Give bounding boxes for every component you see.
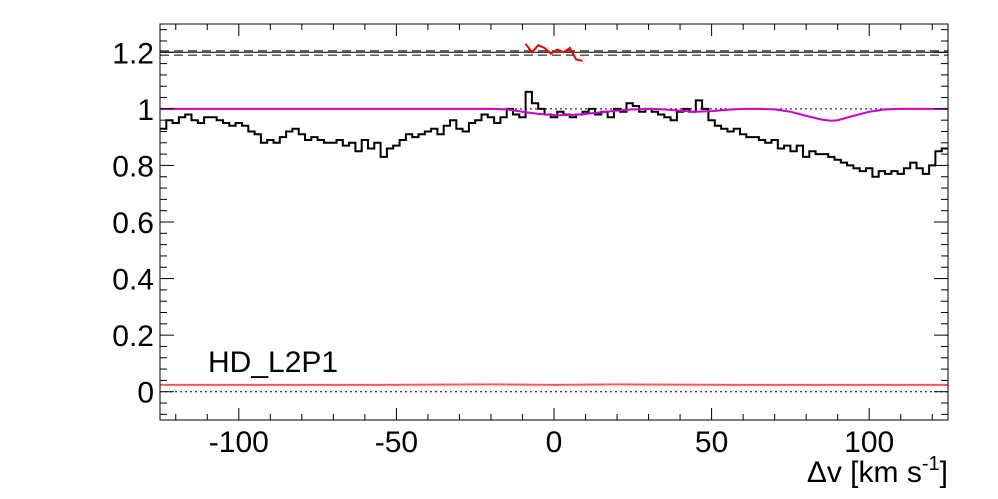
y-tick-label: 1 <box>137 94 154 127</box>
series-line-1 <box>160 107 948 122</box>
x-axis-label-main: Δv [km s <box>807 456 922 489</box>
x-tick-label: 50 <box>695 426 728 459</box>
y-tick-label: 0.2 <box>112 320 154 353</box>
x-axis-label-sup: -1 <box>922 453 940 475</box>
x-tick-label: 100 <box>844 426 894 459</box>
panel-label: HD_L2P1 <box>208 346 338 379</box>
series-line-3 <box>160 383 948 386</box>
x-axis-label-close: ] <box>940 456 948 489</box>
axis-ticks <box>160 24 948 420</box>
series-group <box>160 43 948 386</box>
axis-tick-labels: -100 -50 0 50 100 0 0.2 0.4 0.6 0.8 1 1.2 <box>112 37 894 459</box>
y-tick-label: 0.8 <box>112 150 154 183</box>
series-line-2 <box>524 43 583 62</box>
y-tick-label: 0.6 <box>112 207 154 240</box>
y-tick-label: 0.4 <box>112 264 154 297</box>
x-tick-label: -50 <box>375 426 418 459</box>
reference-lines <box>160 50 948 393</box>
y-tick-label: 1.2 <box>112 37 154 70</box>
x-tick-label: 0 <box>546 426 563 459</box>
x-tick-label: -100 <box>209 426 269 459</box>
x-axis-label: Δv [km s-1] <box>807 453 948 489</box>
series-line-0 <box>160 90 948 178</box>
y-tick-label: 0 <box>137 377 154 410</box>
